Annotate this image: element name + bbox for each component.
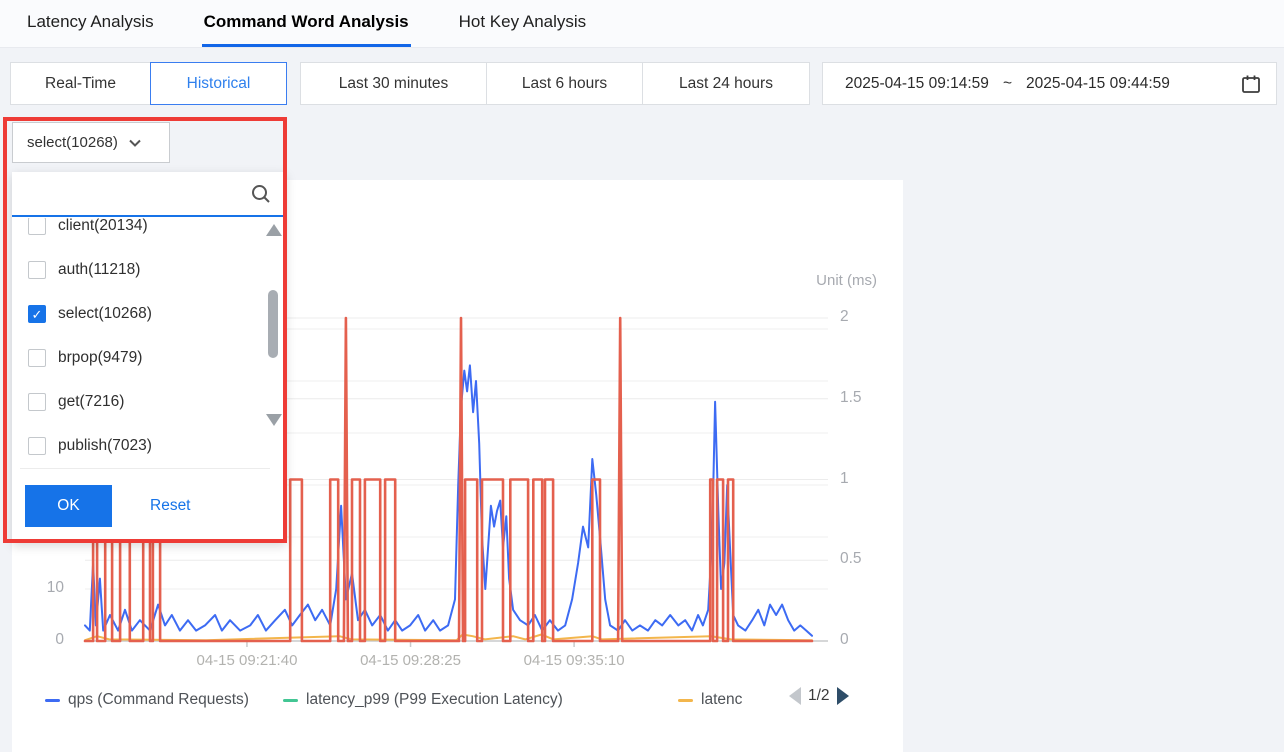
legend-item-qps[interactable]: qps (Command Requests) xyxy=(45,689,249,711)
axis-tick-label: 04-15 09:35:10 xyxy=(523,652,625,669)
last-24-hours-button[interactable]: Last 24 hours xyxy=(642,62,810,105)
option-label: brpop(9479) xyxy=(58,349,143,366)
panel-divider xyxy=(20,468,270,469)
option-label: publish(7023) xyxy=(58,437,152,454)
checkbox-icon[interactable]: ✓ xyxy=(28,261,46,279)
legend-label: qps (Command Requests) xyxy=(68,691,249,708)
checkbox-icon[interactable]: ✓ xyxy=(28,218,46,235)
legend-pager: 1/2 xyxy=(789,687,849,705)
legend-next-page-icon[interactable] xyxy=(836,687,849,705)
date-range-separator: ~ xyxy=(1002,74,1012,92)
tab-latency-analysis[interactable]: Latency Analysis xyxy=(25,0,156,47)
analysis-tab-bar: Latency Analysis Command Word Analysis H… xyxy=(0,0,1284,48)
legend-label: latency_p99 (P99 Execution Latency) xyxy=(306,691,563,708)
button-label: Last 6 hours xyxy=(521,74,608,92)
legend-label: latenc xyxy=(701,691,743,708)
button-label: Historical xyxy=(186,74,251,92)
legend-item-latency-p99[interactable]: latency_p99 (P99 Execution Latency) xyxy=(283,689,563,711)
command-filter-panel: ✓ client(20134) ✓ auth(11218) ✓ select(1… xyxy=(12,172,286,543)
toolbar: Real-Time Historical Last 30 minutes Las… xyxy=(0,62,1284,105)
axis-tick-label: 04-15 09:28:25 xyxy=(360,652,461,669)
legend-item-latency-truncated[interactable]: latenc xyxy=(678,689,742,711)
ok-button[interactable]: OK xyxy=(25,485,112,527)
axis-tick-label: 0 xyxy=(840,631,849,648)
legend-page-indicator: 1/2 xyxy=(808,687,830,704)
axis-tick-label: 0 xyxy=(55,631,64,648)
option-label: auth(11218) xyxy=(58,261,141,278)
date-range-picker[interactable]: 2025-04-15 09:14:59 ~ 2025-04-15 09:44:5… xyxy=(822,62,1277,105)
option-label: get(7216) xyxy=(58,393,125,410)
reset-button[interactable]: Reset xyxy=(150,497,191,514)
scroll-up-icon[interactable] xyxy=(266,224,282,236)
search-input[interactable] xyxy=(26,184,250,203)
calendar-icon[interactable] xyxy=(1240,73,1262,95)
option-auth[interactable]: ✓ auth(11218) xyxy=(12,248,286,292)
axis-tick-label: 1 xyxy=(840,469,849,487)
last-6-hours-button[interactable]: Last 6 hours xyxy=(486,62,643,105)
chevron-down-icon xyxy=(128,138,142,148)
option-list-scrollbar xyxy=(264,218,282,468)
date-range-start: 2025-04-15 09:14:59 xyxy=(845,74,989,92)
search-row xyxy=(12,172,286,217)
tab-hot-key-analysis[interactable]: Hot Key Analysis xyxy=(457,0,589,47)
historical-button[interactable]: Historical xyxy=(150,62,287,105)
last-30-minutes-button[interactable]: Last 30 minutes xyxy=(300,62,487,105)
axis-tick-label: 1.5 xyxy=(840,388,862,406)
axis-tick-label: 10 xyxy=(46,579,64,596)
option-get[interactable]: ✓ get(7216) xyxy=(12,380,286,424)
legend-dash-icon xyxy=(45,698,60,702)
option-brpop[interactable]: ✓ brpop(9479) xyxy=(12,336,286,380)
tab-label: Command Word Analysis xyxy=(203,12,409,31)
option-label: select(10268) xyxy=(58,305,152,322)
checkbox-icon[interactable]: ✓ xyxy=(28,437,46,455)
button-label: Real-Time xyxy=(45,74,116,92)
chart-unit-label: Unit (ms) xyxy=(816,272,877,289)
option-publish[interactable]: ✓ publish(7023) xyxy=(12,424,286,468)
scroll-down-icon[interactable] xyxy=(266,414,282,426)
search-icon xyxy=(250,183,272,205)
command-filter-value: select(10268) xyxy=(27,134,118,151)
legend-prev-page-icon[interactable] xyxy=(789,687,801,705)
tab-command-word-analysis[interactable]: Command Word Analysis xyxy=(201,0,411,47)
scrollbar-thumb[interactable] xyxy=(268,290,278,358)
command-option-list: ✓ client(20134) ✓ auth(11218) ✓ select(1… xyxy=(12,218,286,468)
real-time-button[interactable]: Real-Time xyxy=(10,62,151,105)
legend-dash-icon xyxy=(678,698,693,702)
legend-dash-icon xyxy=(283,698,298,702)
axis-tick-label: 2 xyxy=(840,308,849,325)
tab-label: Hot Key Analysis xyxy=(458,12,587,31)
option-select[interactable]: ✓ select(10268) xyxy=(12,292,286,336)
tab-label: Latency Analysis xyxy=(27,12,154,31)
option-client[interactable]: ✓ client(20134) xyxy=(12,218,286,248)
checkbox-icon[interactable]: ✓ xyxy=(28,393,46,411)
checkbox-icon[interactable]: ✓ xyxy=(28,305,46,323)
command-filter-dropdown[interactable]: select(10268) xyxy=(12,122,170,163)
axis-tick-label: 04-15 09:21:40 xyxy=(196,652,298,669)
button-label: Last 24 hours xyxy=(679,74,773,92)
option-label: client(20134) xyxy=(58,218,148,234)
date-range-end: 2025-04-15 09:44:59 xyxy=(1026,74,1170,92)
checkbox-icon[interactable]: ✓ xyxy=(28,349,46,367)
axis-tick-label: 0.5 xyxy=(840,550,862,568)
button-label: Last 30 minutes xyxy=(338,74,449,92)
